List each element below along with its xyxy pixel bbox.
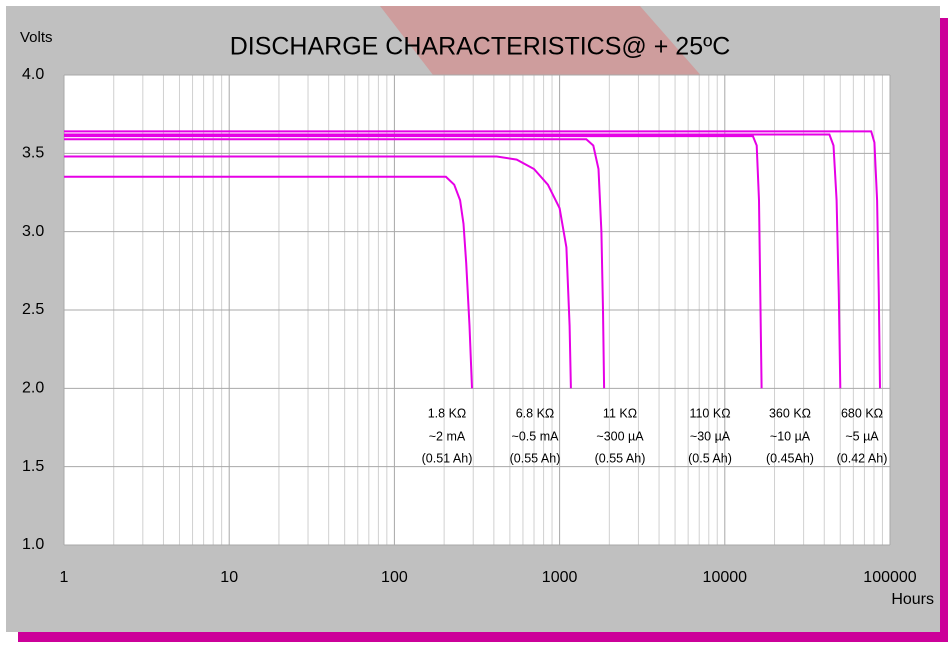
series-label: 1.8 KΩ	[428, 406, 467, 420]
y-axis-label: Volts	[20, 29, 53, 46]
y-tick-label: 3.5	[22, 145, 44, 162]
chart: Volts DISCHARGE CHARACTERISTICS@ + 25ºC …	[0, 0, 951, 646]
series-annotation: ~0.5 mA	[512, 429, 560, 443]
series-annotation: (0.51 Ah)	[422, 451, 473, 465]
series-label: 110 KΩ	[689, 406, 730, 420]
y-tick-label: 4.0	[22, 66, 44, 83]
series-annotation: (0.45Ah)	[766, 451, 814, 465]
series-label: 11 KΩ	[603, 406, 637, 420]
x-tick-label: 1000	[542, 569, 578, 586]
series-annotation: (0.55 Ah)	[595, 451, 646, 465]
series-annotation: ~10 µA	[770, 429, 811, 443]
series-annotation: (0.5 Ah)	[688, 451, 732, 465]
y-tick-label: 1.0	[22, 536, 44, 553]
series-label: 360 KΩ	[769, 406, 811, 420]
x-tick-label: 1	[60, 569, 69, 586]
y-tick-label: 3.0	[22, 223, 44, 240]
x-tick-label: 100000	[863, 569, 916, 586]
series-annotation: ~5 µA	[845, 429, 879, 443]
x-axis-label: Hours	[891, 591, 934, 608]
series-annotation: (0.55 Ah)	[510, 451, 561, 465]
x-tick-label: 100	[381, 569, 408, 586]
x-tick-label: 10000	[703, 569, 748, 586]
chart-title: DISCHARGE CHARACTERISTICS@ + 25ºC	[230, 33, 731, 61]
series-annotation: ~30 µA	[690, 429, 731, 443]
series-annotation: (0.42 Ah)	[837, 451, 888, 465]
y-tick-label: 2.0	[22, 380, 44, 397]
x-tick-label: 10	[220, 569, 238, 586]
series-label: 680 KΩ	[841, 406, 883, 420]
series-annotation: ~300 µA	[596, 429, 644, 443]
y-tick-label: 1.5	[22, 458, 44, 475]
y-tick-label: 2.5	[22, 301, 44, 318]
series-annotation: ~2 mA	[429, 429, 466, 443]
series-label: 6.8 KΩ	[516, 406, 555, 420]
